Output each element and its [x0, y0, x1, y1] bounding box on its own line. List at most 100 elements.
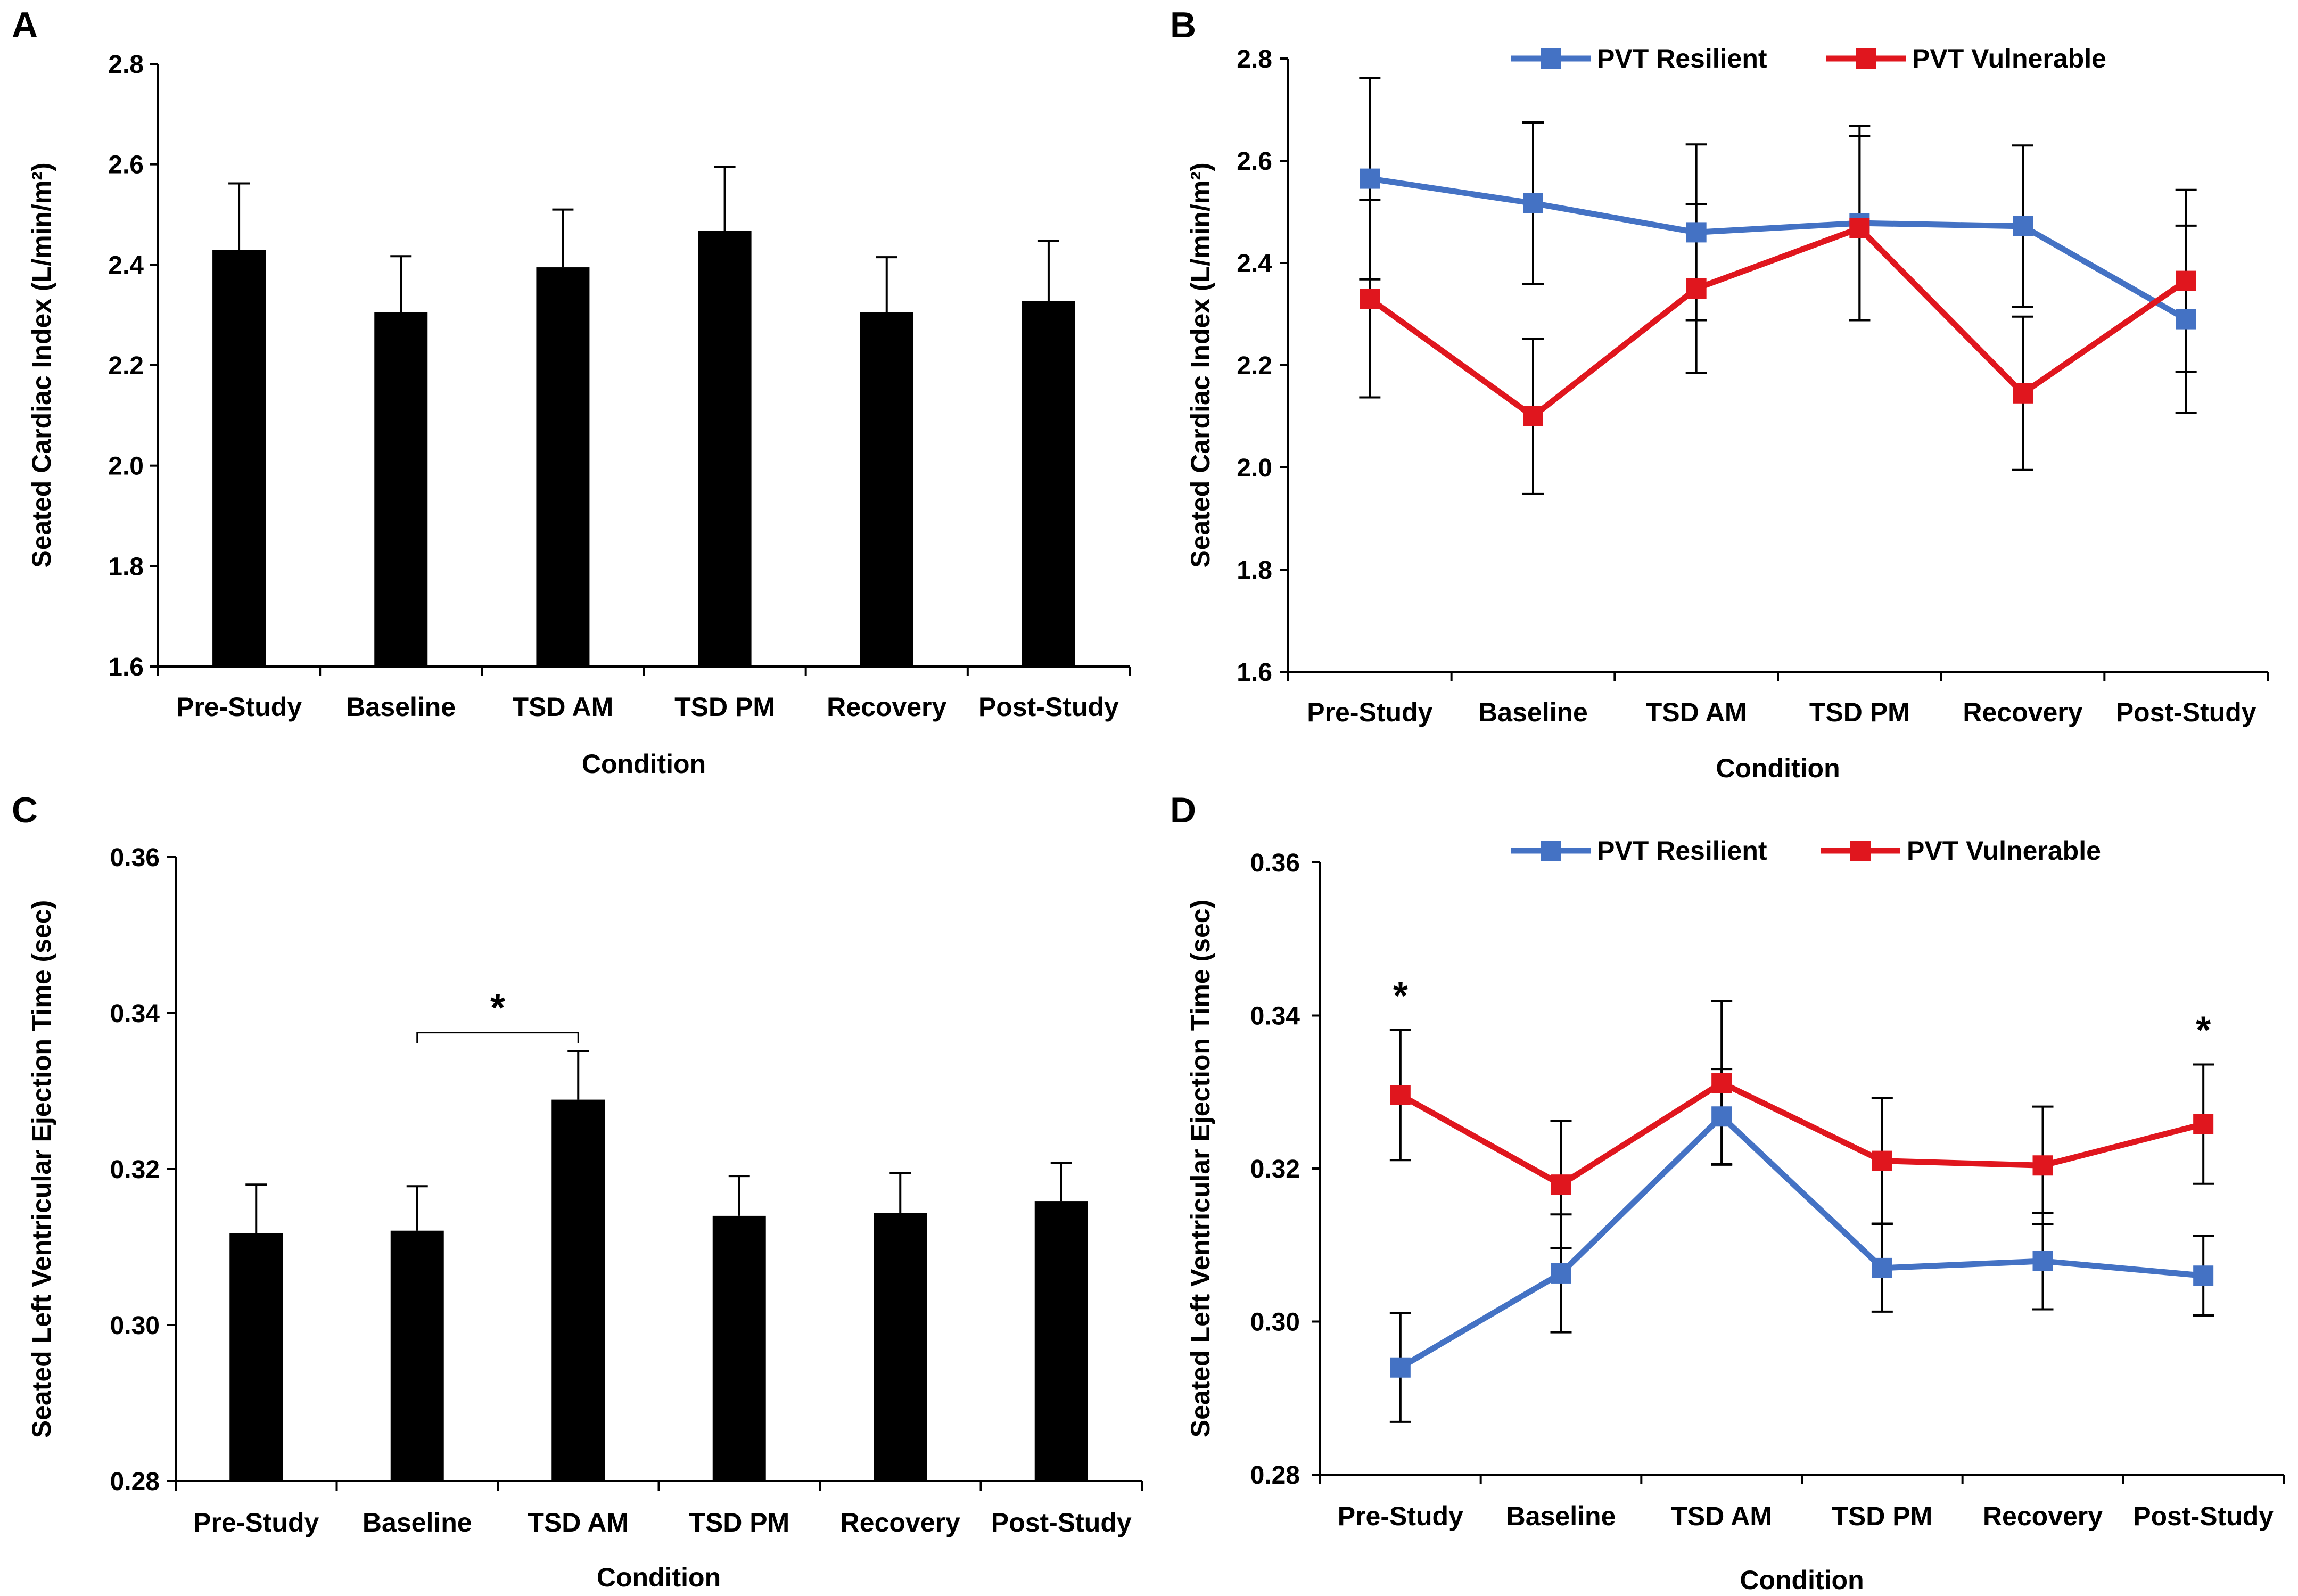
data-point — [1849, 218, 1870, 238]
data-point — [2176, 270, 2196, 291]
x-tick-label: TSD AM — [528, 1508, 629, 1537]
y-axis-title: Seated Cardiac Index (L/min/m²) — [1185, 162, 1215, 567]
x-tick-label: Pre-Study — [176, 692, 302, 722]
x-tick-label: Baseline — [1506, 1501, 1616, 1531]
y-tick-label: 2.2 — [108, 352, 144, 380]
bar — [229, 1233, 283, 1481]
bar — [712, 1215, 766, 1481]
legend-label: PVT Vulnerable — [1907, 836, 2101, 866]
legend-label: PVT Resilient — [1597, 44, 1767, 73]
y-tick-label: 2.8 — [1237, 45, 1272, 73]
x-tick-label: Pre-Study — [1307, 697, 1432, 727]
x-tick-label: Baseline — [1478, 697, 1588, 727]
y-tick-label: 1.8 — [108, 553, 144, 581]
data-point — [1551, 1263, 1571, 1284]
series-line-resilient — [1369, 176, 2188, 322]
legend-label: PVT Vulnerable — [1912, 44, 2106, 73]
series-line-vulnerable — [1399, 1080, 2204, 1188]
y-tick-label: 0.34 — [1250, 1002, 1300, 1031]
legend-marker — [1541, 841, 1561, 861]
y-tick-label: 2.2 — [1237, 352, 1272, 380]
data-point — [1390, 1085, 1411, 1105]
y-tick-label: 1.6 — [1237, 659, 1272, 687]
bar — [1034, 1201, 1088, 1481]
legend-label: PVT Resilient — [1597, 836, 1767, 866]
y-tick-label: 1.8 — [1237, 556, 1272, 585]
y-axis-title: Seated Cardiac Index (L/min/m²) — [27, 162, 56, 567]
data-point — [1711, 1106, 1732, 1127]
panel-letter: D — [1170, 790, 1196, 830]
data-point — [1360, 168, 1380, 189]
data-point — [1523, 406, 1543, 426]
x-tick-label: Post-Study — [2116, 697, 2256, 727]
y-tick-label: 0.28 — [1250, 1461, 1300, 1490]
x-axis-title: Condition — [582, 749, 706, 779]
legend-marker — [1850, 841, 1871, 861]
data-point — [1711, 1073, 1732, 1093]
panel-d: D 0.28 0.30 0.32 0.34 0.36 Pre-Study Baseline TS… — [1170, 790, 2285, 1595]
significance-star: * — [2196, 1009, 2211, 1052]
x-tick-label: TSD AM — [513, 692, 614, 722]
x-tick-label: TSD PM — [1809, 697, 1910, 727]
significance-bracket — [416, 1032, 579, 1043]
y-tick-label: 1.6 — [108, 653, 144, 681]
x-tick-label: Recovery — [1963, 697, 2082, 727]
significance-star: * — [1393, 975, 1408, 1017]
data-point — [2193, 1265, 2214, 1286]
x-tick-label: TSD PM — [689, 1508, 789, 1537]
x-tick-label: Baseline — [346, 692, 456, 722]
y-tick-label: 2.4 — [1237, 250, 1272, 278]
x-tick-label: Recovery — [1983, 1501, 2103, 1531]
y-tick-label: 0.36 — [1250, 849, 1300, 877]
bar — [698, 231, 752, 667]
significance-star: * — [490, 987, 505, 1030]
data-point — [1551, 1174, 1571, 1195]
data-point — [2013, 216, 2033, 236]
x-tick-label: Post-Study — [991, 1508, 1132, 1537]
x-tick-label: Pre-Study — [1338, 1501, 1463, 1531]
bar — [374, 312, 428, 667]
data-point — [1523, 193, 1543, 213]
y-tick-label: 2.8 — [108, 51, 144, 79]
data-point — [1686, 222, 1707, 243]
x-axis-title: Condition — [597, 1562, 721, 1592]
bar — [874, 1213, 927, 1481]
y-tick-label: 0.30 — [1250, 1309, 1300, 1337]
y-tick-label: 2.6 — [108, 151, 144, 179]
x-tick-label: Post-Study — [2133, 1501, 2274, 1531]
panel-b: B 1.6 1.8 2.0 2.2 2.4 2.6 2.8 Pre-Study Baseline T… — [1170, 5, 2269, 783]
x-tick-label: TSD AM — [1646, 697, 1747, 727]
y-tick-label: 0.28 — [110, 1468, 160, 1496]
bar — [536, 267, 590, 667]
panel-letter: C — [12, 790, 38, 830]
data-point — [2032, 1155, 2053, 1176]
y-tick-label: 2.0 — [1237, 454, 1272, 482]
x-tick-label: Post-Study — [978, 692, 1119, 722]
x-tick-label: Recovery — [827, 692, 946, 722]
bar — [860, 312, 913, 667]
x-axis-title: Condition — [1716, 753, 1840, 783]
panel-letter: B — [1170, 5, 1196, 45]
series-line-resilient — [1399, 1113, 2204, 1370]
legend-marker — [1541, 48, 1561, 69]
data-point — [2193, 1114, 2214, 1134]
data-point — [1686, 278, 1707, 299]
bar — [212, 250, 266, 667]
x-tick-label: TSD AM — [1671, 1501, 1772, 1531]
bar — [390, 1230, 444, 1481]
data-point — [2013, 383, 2033, 404]
y-axis-title: Seated Left Ventricular Ejection Time (s… — [1185, 900, 1215, 1438]
y-tick-label: 2.0 — [108, 453, 144, 481]
y-tick-label: 0.32 — [110, 1156, 160, 1184]
x-tick-label: TSD PM — [1832, 1501, 1932, 1531]
legend-marker — [1856, 48, 1876, 69]
y-tick-label: 2.4 — [108, 251, 144, 279]
x-tick-label: TSD PM — [674, 692, 775, 722]
x-tick-label: Baseline — [363, 1508, 472, 1537]
x-tick-label: Pre-Study — [193, 1508, 319, 1537]
y-tick-label: 0.34 — [110, 1000, 160, 1028]
panel-letter: A — [12, 5, 38, 45]
x-tick-label: Recovery — [841, 1508, 960, 1537]
data-point — [1360, 289, 1380, 309]
y-tick-label: 0.30 — [110, 1312, 160, 1340]
